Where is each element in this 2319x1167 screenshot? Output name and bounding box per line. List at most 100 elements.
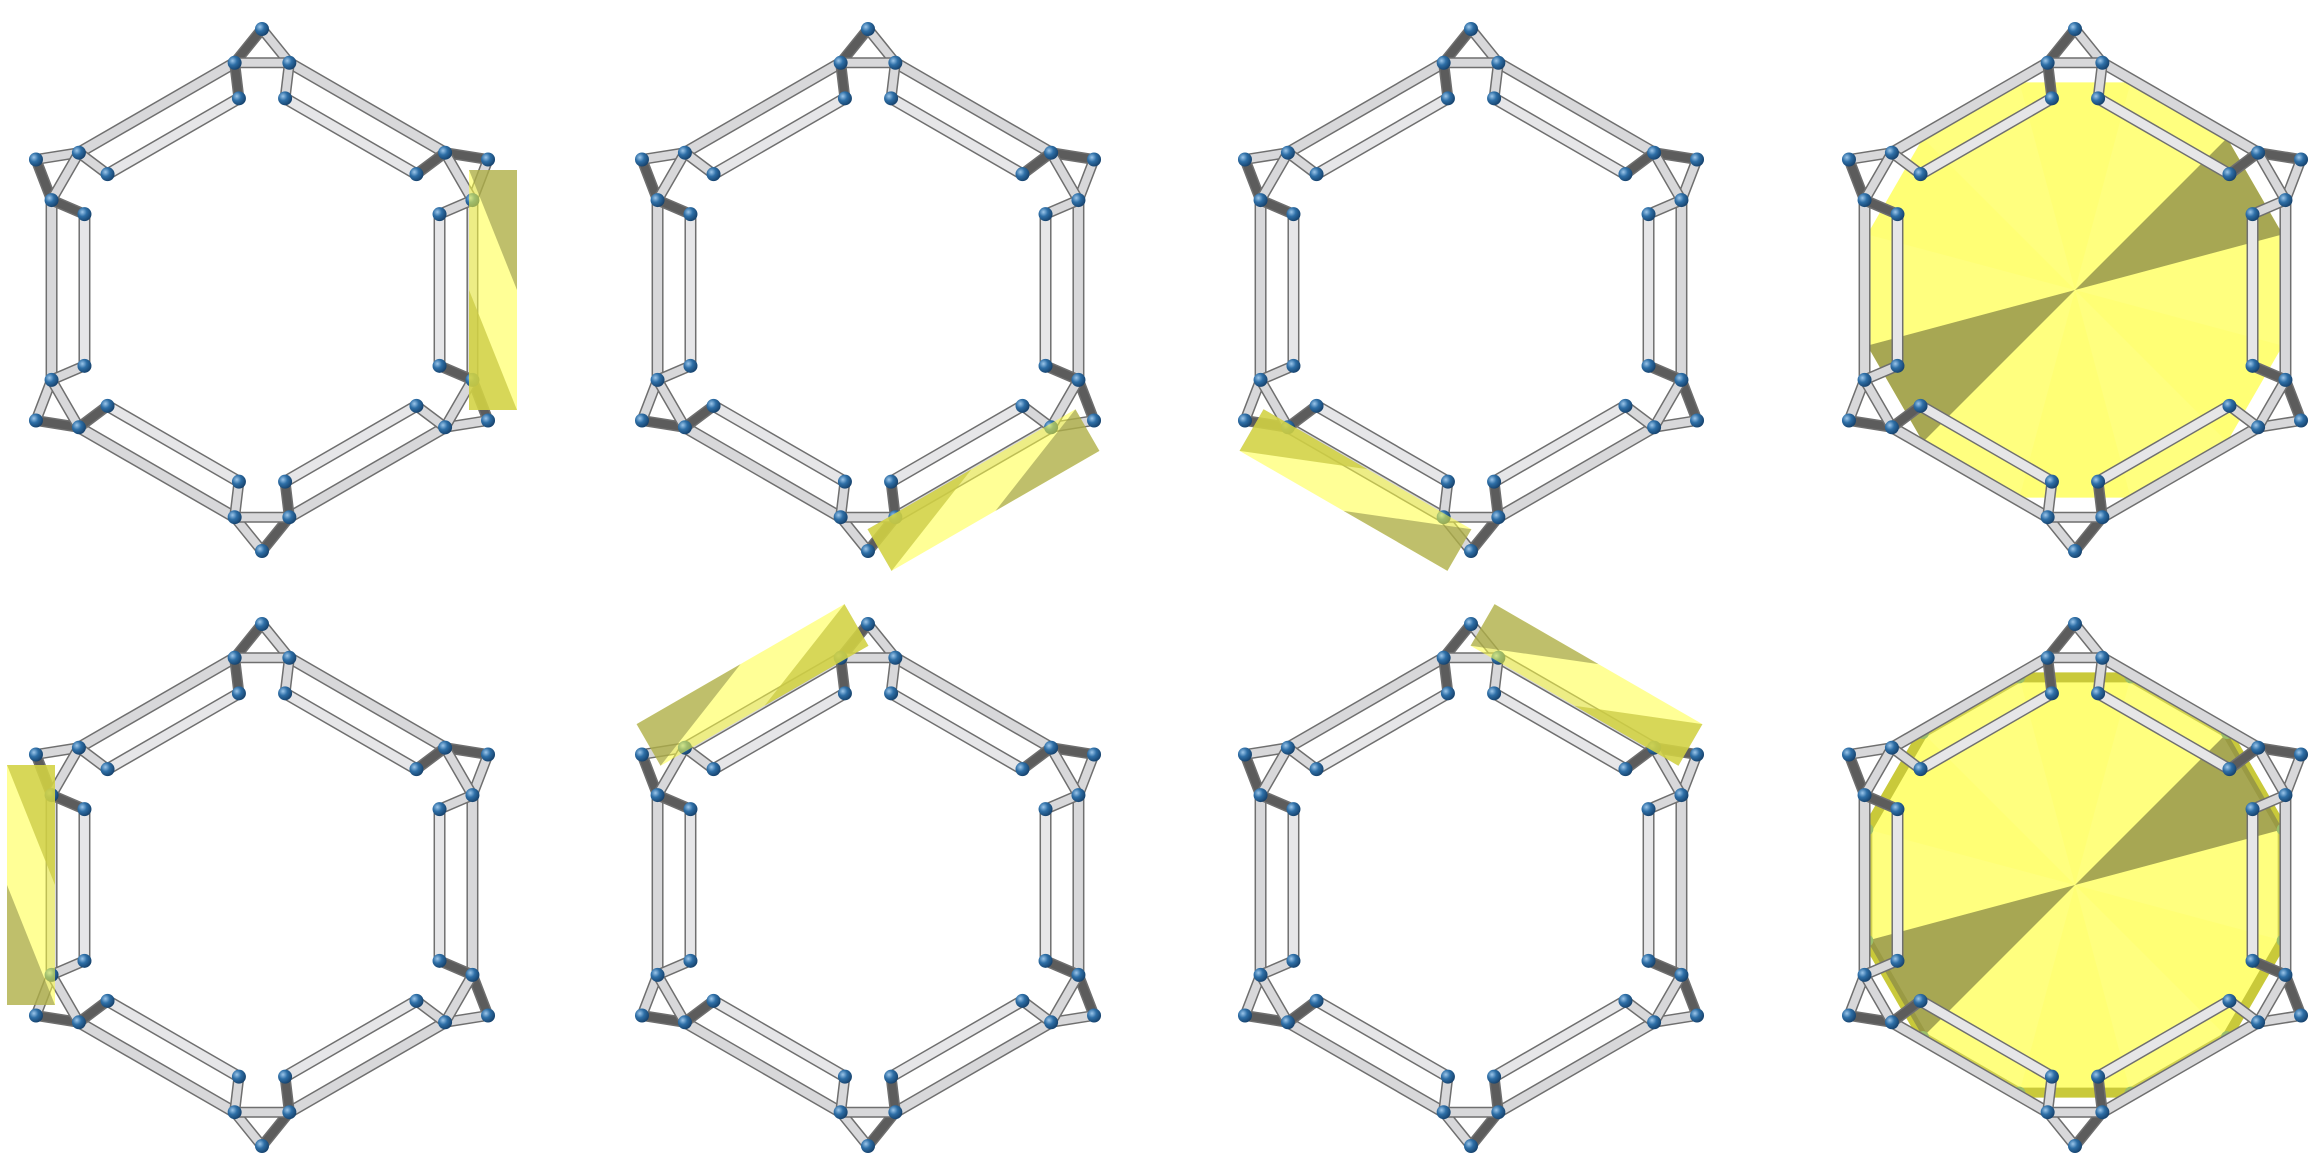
ring-edge [709,93,850,179]
corner-edge [2043,620,2079,662]
face-shade [1470,604,1599,665]
corner-edge [47,970,83,1027]
vertex [2044,686,2059,701]
vertex [1884,740,1899,755]
vertex [100,762,115,777]
vertex [255,617,269,631]
vertex [409,993,424,1008]
corner-edge [1047,148,1099,164]
ring-edge [886,996,1027,1082]
vertex [2068,544,2082,558]
vertex [2245,802,2260,817]
vertex [1038,953,1053,968]
vertex [100,167,115,182]
ring-edge [1493,422,1659,522]
corner-edge [2281,375,2306,425]
vertex [2251,420,2266,435]
ring-edge [1493,58,1659,158]
vertex [884,474,899,489]
ring-edge [709,996,850,1082]
ring-edge [2097,422,2263,522]
vertex [1890,207,1905,222]
vertex [1038,207,1053,222]
vertex [837,474,852,489]
corner-edge [1650,1011,1702,1027]
vertex [1286,953,1301,968]
ring-edge [680,58,846,158]
vertex [438,420,453,435]
corner-edge [1240,970,1265,1020]
vertex [2294,152,2309,167]
vertex [2294,747,2309,762]
vertex [465,967,480,982]
vertex [2222,762,2237,777]
vertex [465,788,480,803]
ring-edge [1916,688,2057,774]
highlighted-face [636,604,869,766]
corner-edge [2254,148,2306,164]
ring-edge [1283,1017,1449,1117]
vertex [1913,993,1928,1008]
vertex [432,953,447,968]
ring-edge [886,401,1027,487]
vertex [1237,1008,1252,1023]
vertex [1237,413,1252,428]
vertex [409,762,424,777]
corner-edge [441,970,477,1027]
corner-edge [468,750,493,800]
vertex [1841,413,1856,428]
vertex [1674,193,1689,208]
vertex [1647,145,1662,160]
corner-edge [864,620,900,662]
vertex [1309,398,1324,413]
panel-r2-c2 [634,604,1102,1153]
corner-edge [637,416,689,432]
ring-edge [886,688,1027,774]
polygon-facet [2075,677,2228,885]
polygon-facet [2075,885,2228,1093]
vertex [1015,167,1030,182]
corner-edge [1256,148,1292,205]
corner-edge [230,1108,266,1150]
vertex [888,650,903,665]
ring-edge [103,93,244,179]
corner-edge [2254,1011,2306,1027]
vertex [2294,413,2309,428]
vertex [1690,152,1705,167]
vertex [1071,193,1086,208]
vertex [1690,413,1705,428]
corner-edge [1860,970,1896,1027]
corner-edge [258,1108,294,1150]
vertex [706,993,721,1008]
vertex [2040,1105,2055,1120]
vertex [1253,193,1268,208]
vertex [1087,152,1102,167]
corner-edge [441,743,493,759]
vertex [71,740,86,755]
vertex [28,747,43,762]
vertex [683,953,698,968]
vertex [837,686,852,701]
corner-edge [1844,743,1896,759]
vertex [1286,207,1301,222]
ring-edge [1283,653,1449,753]
vertex [683,207,698,222]
polygon-facet [2075,82,2228,290]
corner-edge [230,25,266,67]
corner-edge [1240,743,1292,759]
vertex [282,650,297,665]
corner-edge [637,970,662,1020]
corner-edge [1240,148,1292,164]
vertex [2222,167,2237,182]
face-shade [995,409,1100,511]
vertex [231,91,246,106]
corner-edge [31,1011,83,1027]
ring-edge [680,1017,846,1117]
corner-edge [1047,743,1099,759]
vertex [278,1069,293,1084]
corner-edge [31,155,56,205]
polygon-facet [1922,677,2075,885]
vertex [1487,686,1502,701]
vertex [837,1069,852,1084]
corner-edge [441,148,477,205]
